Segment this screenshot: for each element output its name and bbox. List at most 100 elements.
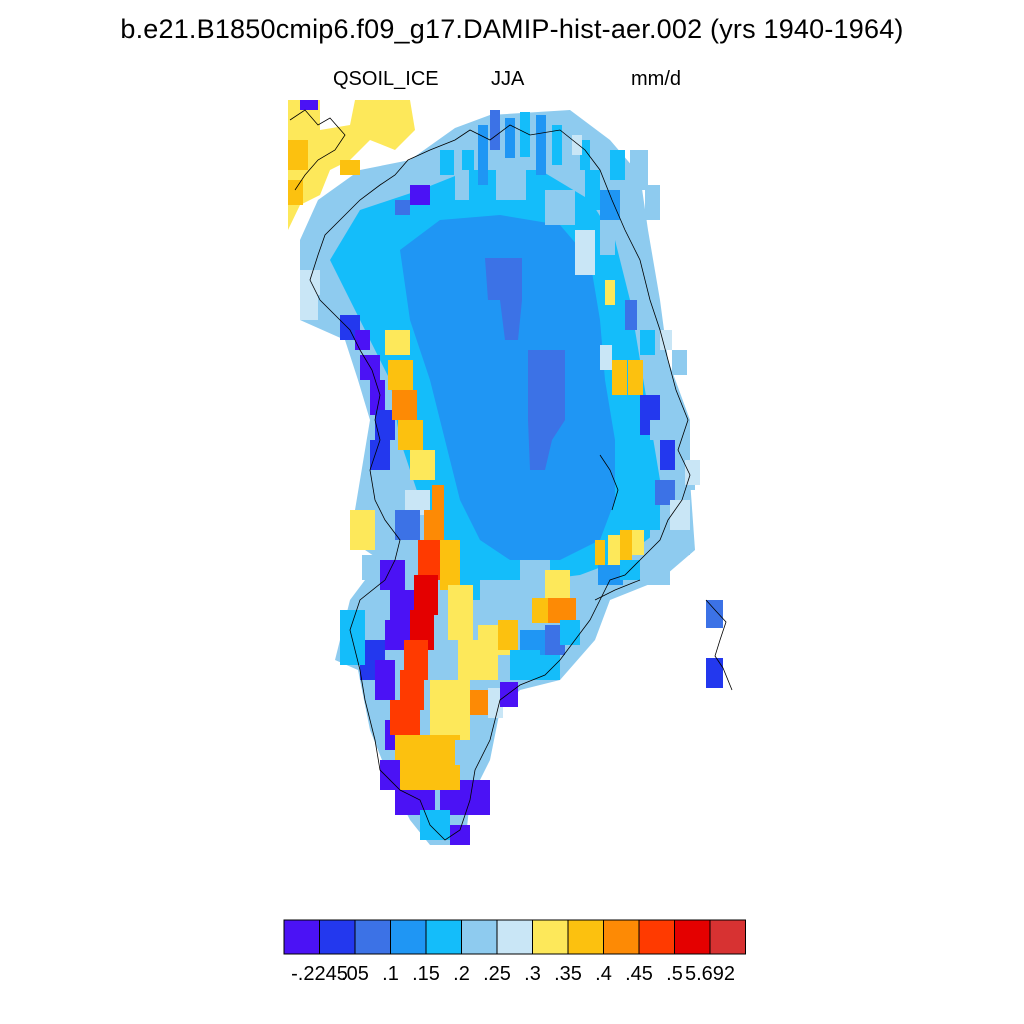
- map-cell: [650, 530, 690, 555]
- map-cell: [420, 735, 460, 765]
- map-cell: [440, 150, 454, 175]
- map-cell: [645, 185, 660, 220]
- colorbar-box: [674, 919, 711, 955]
- units-label: mm/d: [631, 68, 681, 90]
- map-cell: [540, 655, 560, 680]
- map-cell: [450, 825, 470, 845]
- map-cell: [660, 440, 675, 470]
- colorbar-tick-label: .2: [453, 963, 470, 985]
- interior-plateau: [400, 215, 615, 560]
- map-cell: [630, 150, 648, 190]
- map-cell: [548, 598, 576, 623]
- map-cell: [600, 220, 615, 255]
- colorbar-tick-label: .5: [666, 963, 683, 985]
- map-cell: [288, 180, 303, 205]
- map-cell: [350, 510, 375, 550]
- map-cell: [388, 360, 413, 390]
- map-cell: [600, 190, 620, 220]
- map-cell: [448, 585, 473, 640]
- map-cell: [424, 510, 444, 545]
- map-cell: [595, 540, 605, 565]
- map-cell: [560, 620, 580, 645]
- map-cell: [370, 440, 390, 470]
- map-cell: [395, 510, 420, 540]
- map-cell: [625, 300, 637, 330]
- map-cell: [706, 600, 723, 628]
- colorbar-box: [354, 919, 391, 955]
- map-cell: [355, 330, 370, 350]
- map-cell: [552, 125, 562, 165]
- colorbar-box: [283, 919, 320, 955]
- map-cell: [510, 650, 540, 680]
- season-label: JJA: [491, 68, 525, 90]
- map-cell: [600, 345, 612, 370]
- map-cell: [414, 575, 438, 615]
- map-cell: [628, 360, 643, 395]
- map-cell: [488, 688, 503, 718]
- map-cell: [520, 112, 530, 157]
- map-cell: [585, 170, 600, 210]
- colorbar-box: [709, 919, 746, 955]
- colorbar-tick-label: .3: [524, 963, 541, 985]
- map-cell: [360, 355, 380, 380]
- map-cell: [536, 115, 546, 175]
- colorbar-tick-label: -.2245: [291, 963, 348, 985]
- map-cell: [478, 125, 488, 185]
- variable-label: QSOIL_ICE: [333, 68, 439, 90]
- map-cell: [545, 570, 570, 600]
- map-cell: [288, 140, 308, 170]
- map-cell: [706, 658, 723, 688]
- colorbar-box: [319, 919, 356, 955]
- coastline: [289, 109, 733, 841]
- nw-yellow: [288, 100, 415, 230]
- map-cell: [440, 540, 460, 590]
- map-cell: [490, 110, 500, 150]
- map-cell: [608, 535, 620, 565]
- map-cell: [655, 480, 675, 505]
- map-cell: [498, 620, 518, 650]
- map-cell: [640, 330, 655, 355]
- colorbar-box: [425, 919, 462, 955]
- map-cell: [532, 598, 550, 623]
- map-cell: [620, 530, 632, 560]
- map-cell: [410, 450, 435, 480]
- map-cell: [580, 140, 590, 170]
- map-cell: [480, 580, 520, 620]
- map-cell: [610, 150, 625, 180]
- map-cell: [455, 740, 475, 765]
- colorbar-box: [461, 919, 498, 955]
- core-central: [528, 350, 565, 470]
- map-cell: [300, 100, 318, 110]
- map-cell: [418, 540, 440, 580]
- map-cell: [605, 280, 615, 305]
- map-cell: [370, 380, 385, 415]
- map-cell: [392, 390, 417, 420]
- core-north: [485, 258, 522, 340]
- map-cell: [670, 500, 690, 530]
- colorbar-box: [567, 919, 604, 955]
- colorbar-box: [390, 919, 427, 955]
- map-cell: [650, 420, 665, 440]
- colorbar-boxes: [283, 919, 746, 955]
- colorbar-box: [638, 919, 675, 955]
- colorbar-tick-label: .35: [554, 963, 582, 985]
- map-cell: [395, 200, 410, 215]
- colorbar-tick-label: .1: [382, 963, 399, 985]
- map-cell: [672, 350, 687, 375]
- map-cell: [430, 680, 470, 720]
- colorbar-labels: -.2245.05 .1 .15 .2 .25 .3 .35 .4 .45 .5 5.692: [291, 963, 735, 985]
- map-cell: [545, 190, 575, 225]
- map-cell: [505, 118, 515, 158]
- map-cell: [420, 810, 450, 840]
- map-cell: [385, 330, 410, 355]
- colorbar-tick-label: .25: [483, 963, 511, 985]
- colorbar-tick-label: .05: [341, 963, 369, 985]
- colorbar-tick-label: .4: [595, 963, 612, 985]
- map-cell: [340, 610, 365, 665]
- colorbar-tick-label: .45: [625, 963, 653, 985]
- map-cell: [455, 170, 469, 200]
- map-cell: [500, 682, 518, 707]
- colorbar-tick-label: .15: [412, 963, 440, 985]
